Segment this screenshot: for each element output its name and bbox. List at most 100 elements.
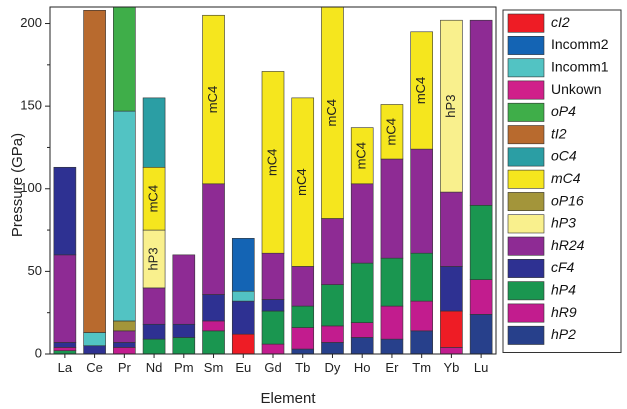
bar-segment-Pr-hR9 (113, 347, 136, 355)
bar-stack-Ce (83, 10, 106, 355)
bar-segment-La-hR24 (53, 254, 77, 343)
x-tick-label-Eu: Eu (235, 360, 251, 375)
legend-swatch (507, 214, 545, 234)
x-tick-label-Tb: Tb (295, 360, 310, 375)
bar-segment-Gd-cF4 (261, 299, 285, 312)
legend-swatch (507, 192, 545, 211)
x-tick-label-Dy: Dy (325, 360, 341, 375)
bar-segment-Nd-hP4 (142, 338, 166, 355)
legend-swatch (507, 35, 545, 55)
legend-swatch (507, 80, 545, 100)
x-tick-label-Ho: Ho (354, 360, 371, 375)
legend-label: hP3 (551, 215, 576, 231)
legend-label: oP16 (551, 192, 584, 208)
bar-segment-Pm-hP4 (172, 337, 196, 355)
bar-segment-Ho-hP2 (350, 337, 374, 355)
bar-segment-Ho-hP4 (350, 262, 374, 323)
bar-stack-Lu (469, 19, 493, 355)
bar-segment-Tm-hP2 (410, 330, 433, 355)
legend-label: hP4 (551, 281, 576, 297)
bar-segment-Lu-hP4 (469, 204, 493, 280)
legend-entry-hR9: hR9 (507, 303, 577, 323)
bar-stack-Tb: mC4 (291, 97, 315, 355)
bar-segment-Er-hP4 (380, 257, 404, 307)
bar-segment-Ho-hR24 (350, 183, 374, 264)
segment-label-Tb-mC4: mC4 (294, 168, 309, 195)
bar-segment-Gd-hP4 (261, 310, 285, 345)
bar-segment-Yb-hR24 (440, 191, 463, 267)
legend-entry-Incomm2: Incomm2 (507, 35, 609, 55)
segment-label-Nd-hP3: hP3 (146, 247, 161, 270)
segment-label-Sm-mC4: mC4 (205, 86, 220, 113)
bar-segment-Pr-hR24 (113, 330, 136, 343)
bar-segment-Tb-mC4 (291, 97, 315, 267)
bar-segment-Eu-Incomm1 (231, 290, 255, 302)
x-tick-label-Er: Er (385, 360, 399, 375)
bar-segment-Lu-hP2 (469, 314, 493, 355)
segment-label-Nd-mC4: mC4 (146, 185, 161, 212)
bar-segment-Ce-cF4 (83, 345, 106, 355)
bar-segment-Er-hR9 (380, 305, 404, 340)
bar-stack-Gd: mC4 (261, 71, 285, 355)
x-tick-label-Lu: Lu (474, 360, 488, 375)
legend-label: mC4 (551, 170, 581, 186)
bar-segment-Er-hR24 (380, 158, 404, 259)
segment-label-Yb-hP3: hP3 (443, 95, 458, 118)
bar-segment-Yb-hP3 (440, 19, 463, 193)
legend-entry-Unkown: Unkown (507, 80, 602, 100)
bar-segment-Sm-hR9 (202, 320, 225, 332)
bar-segment-Tm-hR9 (410, 300, 433, 332)
segment-label-Er-mC4: mC4 (383, 118, 398, 145)
legend-entry-cF4: cF4 (507, 258, 575, 278)
bar-segment-Dy-hR24 (321, 218, 344, 285)
bar-segment-Sm-cF4 (202, 294, 225, 322)
legend-label: tI2 (551, 125, 567, 141)
legend-entry-oP16: oP16 (507, 192, 584, 211)
legend-swatch (507, 13, 545, 33)
bar-segment-Dy-hP4 (321, 284, 344, 327)
bar-segment-Pr-oP16 (113, 320, 136, 332)
bar-segment-Pm-hR24 (172, 254, 196, 325)
legend-swatch (507, 125, 545, 145)
legend-entry-oC4: oC4 (507, 147, 577, 167)
y-axis-title: Pressure (GPa) (9, 133, 26, 237)
bar-segment-Dy-hR9 (321, 325, 344, 343)
legend-swatch (507, 236, 545, 256)
bar-stack-Dy: mC4 (321, 6, 344, 355)
bar-segment-Tb-hP4 (291, 305, 315, 328)
bar-stack-La (53, 166, 77, 355)
bar-segment-Eu-Incomm2 (231, 238, 255, 292)
bar-segment-Tb-hR9 (291, 327, 315, 350)
bar-segment-Er-mC4 (380, 104, 404, 160)
x-tick-label-Tm: Tm (412, 360, 431, 375)
bar-segment-La-cF4 (53, 166, 77, 256)
y-tick-label: 0 (35, 345, 42, 360)
bar-segment-Gd-hR9 (261, 343, 285, 355)
bar-segment-Ce-Incomm1 (83, 332, 106, 347)
bar-segment-Sm-hP4 (202, 330, 225, 355)
bar-segment-Sm-mC4 (202, 14, 225, 185)
bar-segment-Tm-hP4 (410, 252, 433, 302)
bar-segment-Lu-hR24 (469, 19, 493, 206)
bar-segment-Nd-cF4 (142, 323, 166, 340)
bar-segment-Tm-mC4 (410, 31, 433, 150)
x-tick-label-Ce: Ce (86, 360, 103, 375)
x-tick-label-Yb: Yb (443, 360, 459, 375)
x-axis: La Ce Pr Nd Pm Sm Eu Gd Tb Dy Ho Er Tm Yb Lu (58, 354, 488, 375)
bar-segment-La-hR9 (53, 347, 77, 351)
bar-segment-Nd-hR24 (142, 287, 166, 325)
segment-label-Ho-mC4: mC4 (354, 142, 369, 169)
plot-area: hP3 mC4 mC4 mC4 mC4 mC4 mC4 mC4 mC4 hP3 (49, 6, 497, 355)
legend-swatch (507, 147, 545, 167)
bar-stack-Pm (172, 254, 196, 355)
legend-label: hP2 (551, 326, 576, 342)
legend-label: hR9 (551, 304, 577, 320)
legend-entry-Incomm1: Incomm1 (507, 58, 609, 78)
legend-swatch (507, 169, 545, 189)
legend-label: oP4 (551, 103, 576, 119)
segment-label-Gd-mC4: mC4 (264, 149, 279, 176)
x-tick-label-Pr: Pr (118, 360, 132, 375)
legend-entry-mC4: mC4 (507, 169, 581, 189)
bar-segment-Eu-cI2 (231, 333, 255, 355)
